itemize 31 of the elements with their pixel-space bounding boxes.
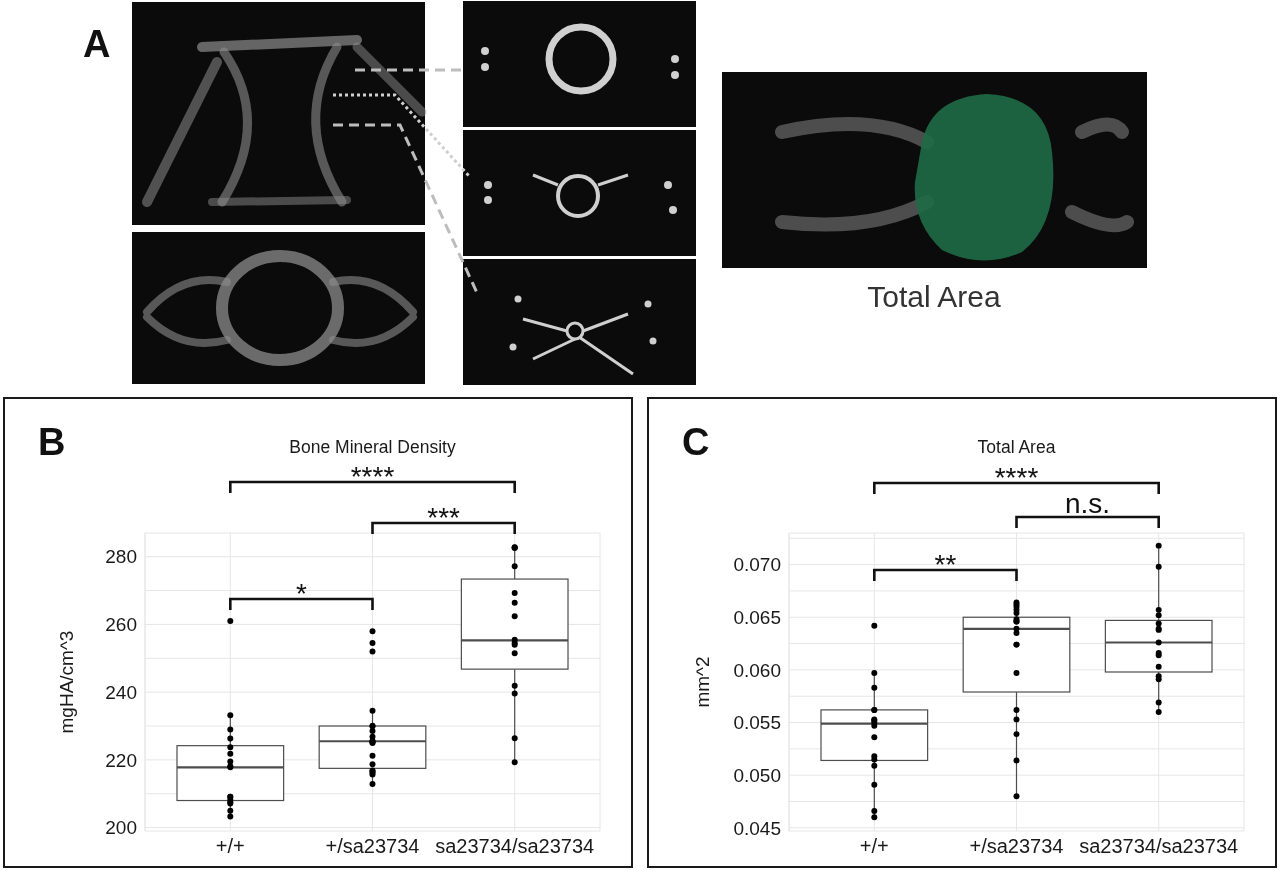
- y-tick-label: 220: [105, 749, 137, 771]
- y-tick-label: 260: [105, 614, 137, 636]
- x-tick-label: sa23734/sa23734: [435, 835, 595, 858]
- text: C: [682, 421, 710, 463]
- y-tick-label: 0.065: [733, 606, 781, 628]
- y-tick-label: 280: [105, 546, 137, 568]
- text: B: [38, 421, 66, 463]
- text: ****: [994, 462, 1039, 493]
- annotation: **: [934, 549, 957, 580]
- text: ****: [350, 461, 395, 492]
- x-tick-label: +/+: [215, 835, 245, 858]
- y-tick-label: 200: [105, 817, 137, 839]
- annotation: *: [295, 578, 307, 609]
- chart-title: Bone Mineral Density: [289, 437, 456, 457]
- text: Total Area: [867, 280, 1002, 313]
- y-tick-label: 0.055: [733, 712, 781, 734]
- chart-title: Total Area: [977, 437, 1056, 457]
- y-tick-label: 0.050: [733, 764, 781, 786]
- y-axis-title: mm^2: [691, 656, 713, 708]
- y-tick-label: 240: [105, 681, 137, 703]
- x-tick-label: +/sa23734: [325, 835, 420, 858]
- x-tick-label: +/sa23734: [969, 835, 1064, 858]
- y-axis-title: mgHA/cm^3: [55, 630, 77, 734]
- y-tick-label: 0.045: [733, 817, 781, 839]
- x-tick-label: sa23734/sa23734: [1079, 835, 1239, 858]
- y-tick-label: 0.070: [733, 554, 781, 576]
- y-tick-label: 0.060: [733, 659, 781, 681]
- annotation: ***: [427, 502, 461, 533]
- text: A: [83, 23, 111, 65]
- x-tick-label: +/+: [859, 835, 889, 858]
- text: n.s.: [1065, 488, 1111, 519]
